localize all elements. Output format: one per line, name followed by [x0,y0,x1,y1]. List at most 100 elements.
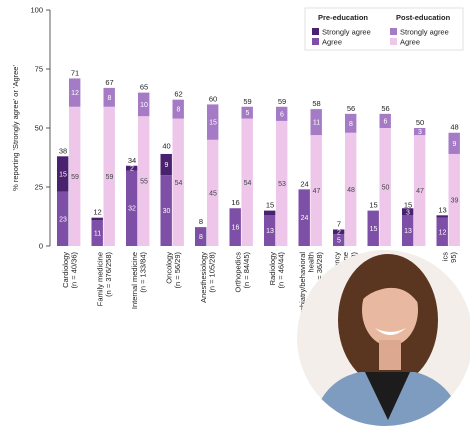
value-label: 15 [209,120,217,127]
total-label: 15 [369,201,377,210]
total-label: 13 [438,205,446,214]
value-label: 59 [71,174,79,181]
bar-segment [207,139,219,246]
value-label: 8 [199,234,203,241]
value-label: 3 [418,129,422,136]
bar-segment [103,87,115,107]
value-label: 6 [384,118,388,125]
value-label: 32 [128,206,136,213]
x-tick-label: 95) [449,252,458,263]
bar-segment [402,215,414,246]
value-label: 54 [175,180,183,187]
x-tick-label: Orthopedics [233,252,242,293]
value-label: 23 [59,216,67,223]
total-label: 59 [243,97,251,106]
bar-segment [310,135,322,246]
bar-segment [126,170,138,246]
x-tick-label: Anesthesiology [199,252,208,303]
legend-swatch [312,28,319,35]
legend-heading: Post-education [396,13,451,22]
y-tick-label: 75 [35,65,43,74]
bar-segment [241,106,253,119]
total-label: 65 [140,83,148,92]
value-label: 50 [382,185,390,192]
x-tick-label: ics [440,252,449,261]
bar-segment [69,106,81,246]
bar-segment [436,215,448,218]
value-label: 5 [337,238,341,245]
x-tick-label: (n = 56/29) [173,252,182,289]
bar-segment [172,118,184,246]
bar-segment [264,215,276,246]
total-label: 48 [450,123,458,132]
bar-segment [436,217,448,246]
x-tick-label: (n = 376/258) [104,252,113,297]
value-label: 9 [165,162,169,169]
x-tick-label: Internal medicine [130,252,139,309]
total-label: 12 [93,208,101,217]
value-label: 11 [94,231,101,238]
legend [304,7,464,51]
x-tick-label: Psychiatry/behavioral [298,252,307,324]
total-label: 56 [347,104,355,113]
bar-segment [91,220,103,246]
bar-segment [160,153,172,176]
value-label: 3 [406,209,410,216]
bar-segment [126,165,138,171]
value-label: 10 [140,102,148,109]
legend-swatch [312,38,319,45]
bar-segment [160,175,172,246]
bar-segment [298,189,310,246]
bar-segment [367,210,379,246]
x-tick-label: Radiology [268,252,277,286]
value-label: 16 [232,225,240,232]
value-label: 53 [278,181,286,188]
total-label: 59 [278,97,286,106]
legend-label: Strongly agree [400,28,449,37]
total-label: 7 [337,219,341,228]
total-label: 24 [300,179,308,188]
value-label: 54 [244,180,252,187]
x-tick-label: (n = 46/44) [276,252,285,289]
total-label: 58 [312,99,320,108]
bar-segment [345,113,357,133]
value-label: 24 [301,215,309,222]
bar-segment [310,109,322,136]
legend-swatch [390,28,397,35]
bar-segment [379,113,391,128]
value-label: 11 [313,120,320,127]
value-label: 39 [451,197,459,204]
y-tick-label: 0 [39,242,43,251]
value-label: 15 [59,172,67,179]
bar-segment [195,227,207,246]
legend-swatch [390,38,397,45]
total-label: 50 [416,118,424,127]
total-label: 56 [381,104,389,113]
total-label: 67 [105,78,113,87]
value-label: 12 [71,90,79,97]
x-tick-label: (n = 84/45) [242,252,251,289]
bar-segment [402,208,414,216]
bar-segment [379,128,391,246]
value-label: 13 [404,228,412,235]
bar-segment [229,208,241,246]
value-label: 2 [337,229,341,236]
value-label: 45 [209,190,217,197]
legend-label: Agree [400,38,420,47]
value-label: 47 [313,188,321,195]
y-tick-label: 50 [35,124,43,133]
bar-segment [448,132,460,154]
y-tick-label: 100 [30,6,43,15]
bar-segment [138,92,150,117]
bar-segment [414,135,426,246]
total-label: 34 [128,156,136,165]
total-label: 15 [266,201,274,210]
value-label: 15 [370,226,378,233]
legend-label: Strongly agree [322,28,371,37]
value-label: 59 [106,174,114,181]
total-label: 71 [71,68,79,77]
y-axis-label: % reporting 'Strongly agree' or 'Agree' [11,65,20,191]
value-label: 12 [439,229,447,236]
total-label: 38 [59,146,67,155]
